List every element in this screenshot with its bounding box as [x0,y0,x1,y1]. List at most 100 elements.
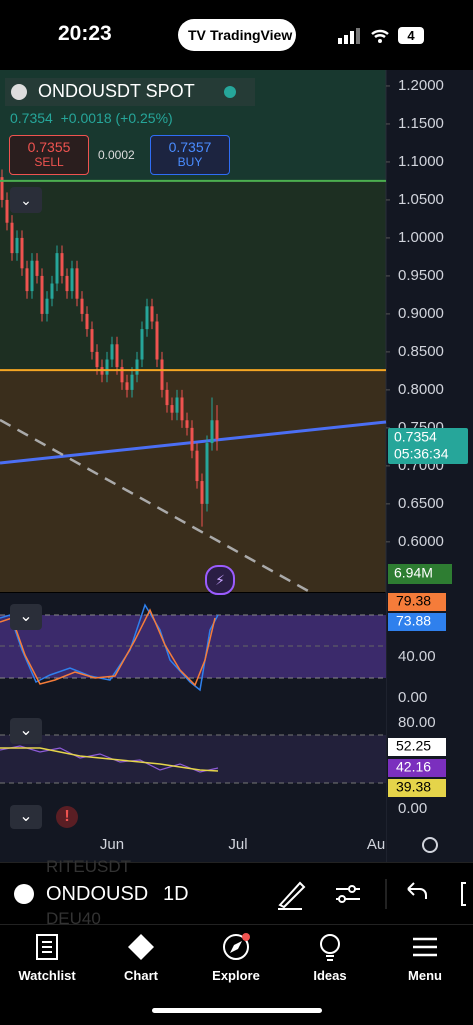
candle-body [110,344,114,360]
price: 0.7354 [10,110,53,126]
candle-body [195,450,199,482]
candle-body [180,397,184,421]
indicator-value: 39.38 [396,779,431,795]
indicator-value: 73.88 [396,613,431,629]
x-tick-label: Jul [228,836,247,853]
candle-body [115,344,119,368]
candle-body [210,420,214,444]
y-tick-label: 0.6500 [398,495,444,512]
nav-chart[interactable]: Chart [94,930,188,983]
app-name: TradingView [210,27,293,43]
flash-button[interactable]: ⚡ [205,565,235,595]
candle-body [185,420,189,428]
y-tick-label: 0.8000 [398,381,444,398]
candle-body [95,351,99,368]
nav-menu[interactable]: Menu [378,930,472,983]
candle-body [75,268,79,299]
y-tick-label: 0.6000 [398,533,444,550]
symbol-icon [11,84,27,100]
rsi-pane [0,734,386,784]
x-tick-label: Au [367,836,385,853]
candle-body [5,199,9,223]
x-tick-label: Jun [100,836,124,853]
candle-body [215,420,219,439]
price-tag [388,427,468,464]
volume-label: 6.94M [394,565,433,581]
nav-label: Chart [124,968,158,983]
candle-body [160,359,164,390]
nav-ideas[interactable]: Ideas [283,930,377,983]
sell-label: SELL [34,155,64,169]
collapse-button[interactable]: ⌄ [10,604,42,630]
y-tick-label: 0.8500 [398,343,444,360]
y-tick-label: 0.9000 [398,305,444,322]
interval[interactable]: 1D [163,883,189,905]
symbol-name[interactable]: ONDOUSDT SPOT [38,81,195,101]
candle-body [80,298,84,314]
candle-body [205,443,209,504]
indicator-tag [388,759,446,777]
candle-body [10,222,14,254]
candle-body [175,397,179,413]
candle-body [135,359,139,375]
candle-body [90,329,94,352]
y-tick-label: 0.9500 [398,267,444,284]
nav-watchlist[interactable]: Watchlist [0,930,94,983]
candle-body [155,321,159,360]
buy-price: 0.7357 [168,139,212,155]
indicator-tag [388,593,446,611]
collapse-button[interactable]: ⌄ [10,187,42,213]
y-tick-label: 1.0500 [398,191,444,208]
nav-label: Watchlist [18,968,76,983]
candle-body [130,374,134,390]
stoch-pane [0,603,386,692]
candle-body [60,253,64,276]
volume-tag [388,564,452,584]
y-tick-label: 1.1000 [398,153,444,170]
nav-label: Menu [408,968,442,983]
ghost-symbol: DEU40 [46,909,101,928]
candle-body [20,237,24,269]
toolbar-icons [278,879,466,910]
y-tick-label: 1.2000 [398,77,444,94]
spread: 0.0002 [98,148,135,162]
alert-icon: ! [56,806,78,828]
candle-body [0,177,4,200]
chart: 1.2000 1.1500 1.1000 1.0500 1.0000 0.9500 0.90… [0,70,473,862]
indicator-value: 42.16 [396,759,431,775]
indicator-tag [388,779,446,797]
nav-label: Explore [212,968,260,983]
price-tag-label: 0.7354 [394,429,437,445]
symbol-bar: ONDOUSDT SPOT [5,78,255,106]
sell-button[interactable]: 0.7355 SELL [9,135,89,175]
candle-body [145,306,149,330]
settings-icon [422,837,438,853]
app-pill: TradingView TV [178,19,296,51]
clock: 20:23 [58,22,112,45]
status-icons [338,27,424,44]
market-status [224,86,236,98]
y-tick-label: 1.0000 [398,229,444,246]
candle-body [45,298,49,314]
candle-body [200,481,204,504]
indicator-tag [388,738,446,756]
pane-tick: 80.00 [398,714,436,731]
collapse-button[interactable]: ⌄ [10,805,42,829]
candle-body [65,275,69,292]
candle-body [50,283,54,299]
indicator-tag [388,613,446,631]
candle-body [140,329,144,360]
collapse-button[interactable]: ⌄ [10,718,42,744]
buy-button[interactable]: 0.7357 BUY [150,135,230,175]
battery: 4 [407,28,415,43]
y-tick-label: 1.1500 [398,115,444,132]
candle-body [40,275,44,314]
toolbar-symbol[interactable]: ONDOUSD [46,883,149,905]
home-indicator [152,1008,322,1013]
pane-tick: 0.00 [398,800,427,817]
candle-body [190,427,194,451]
nav-explore[interactable]: Explore [189,930,283,983]
candle-body [15,237,19,254]
indicator-value: 79.38 [396,593,431,609]
